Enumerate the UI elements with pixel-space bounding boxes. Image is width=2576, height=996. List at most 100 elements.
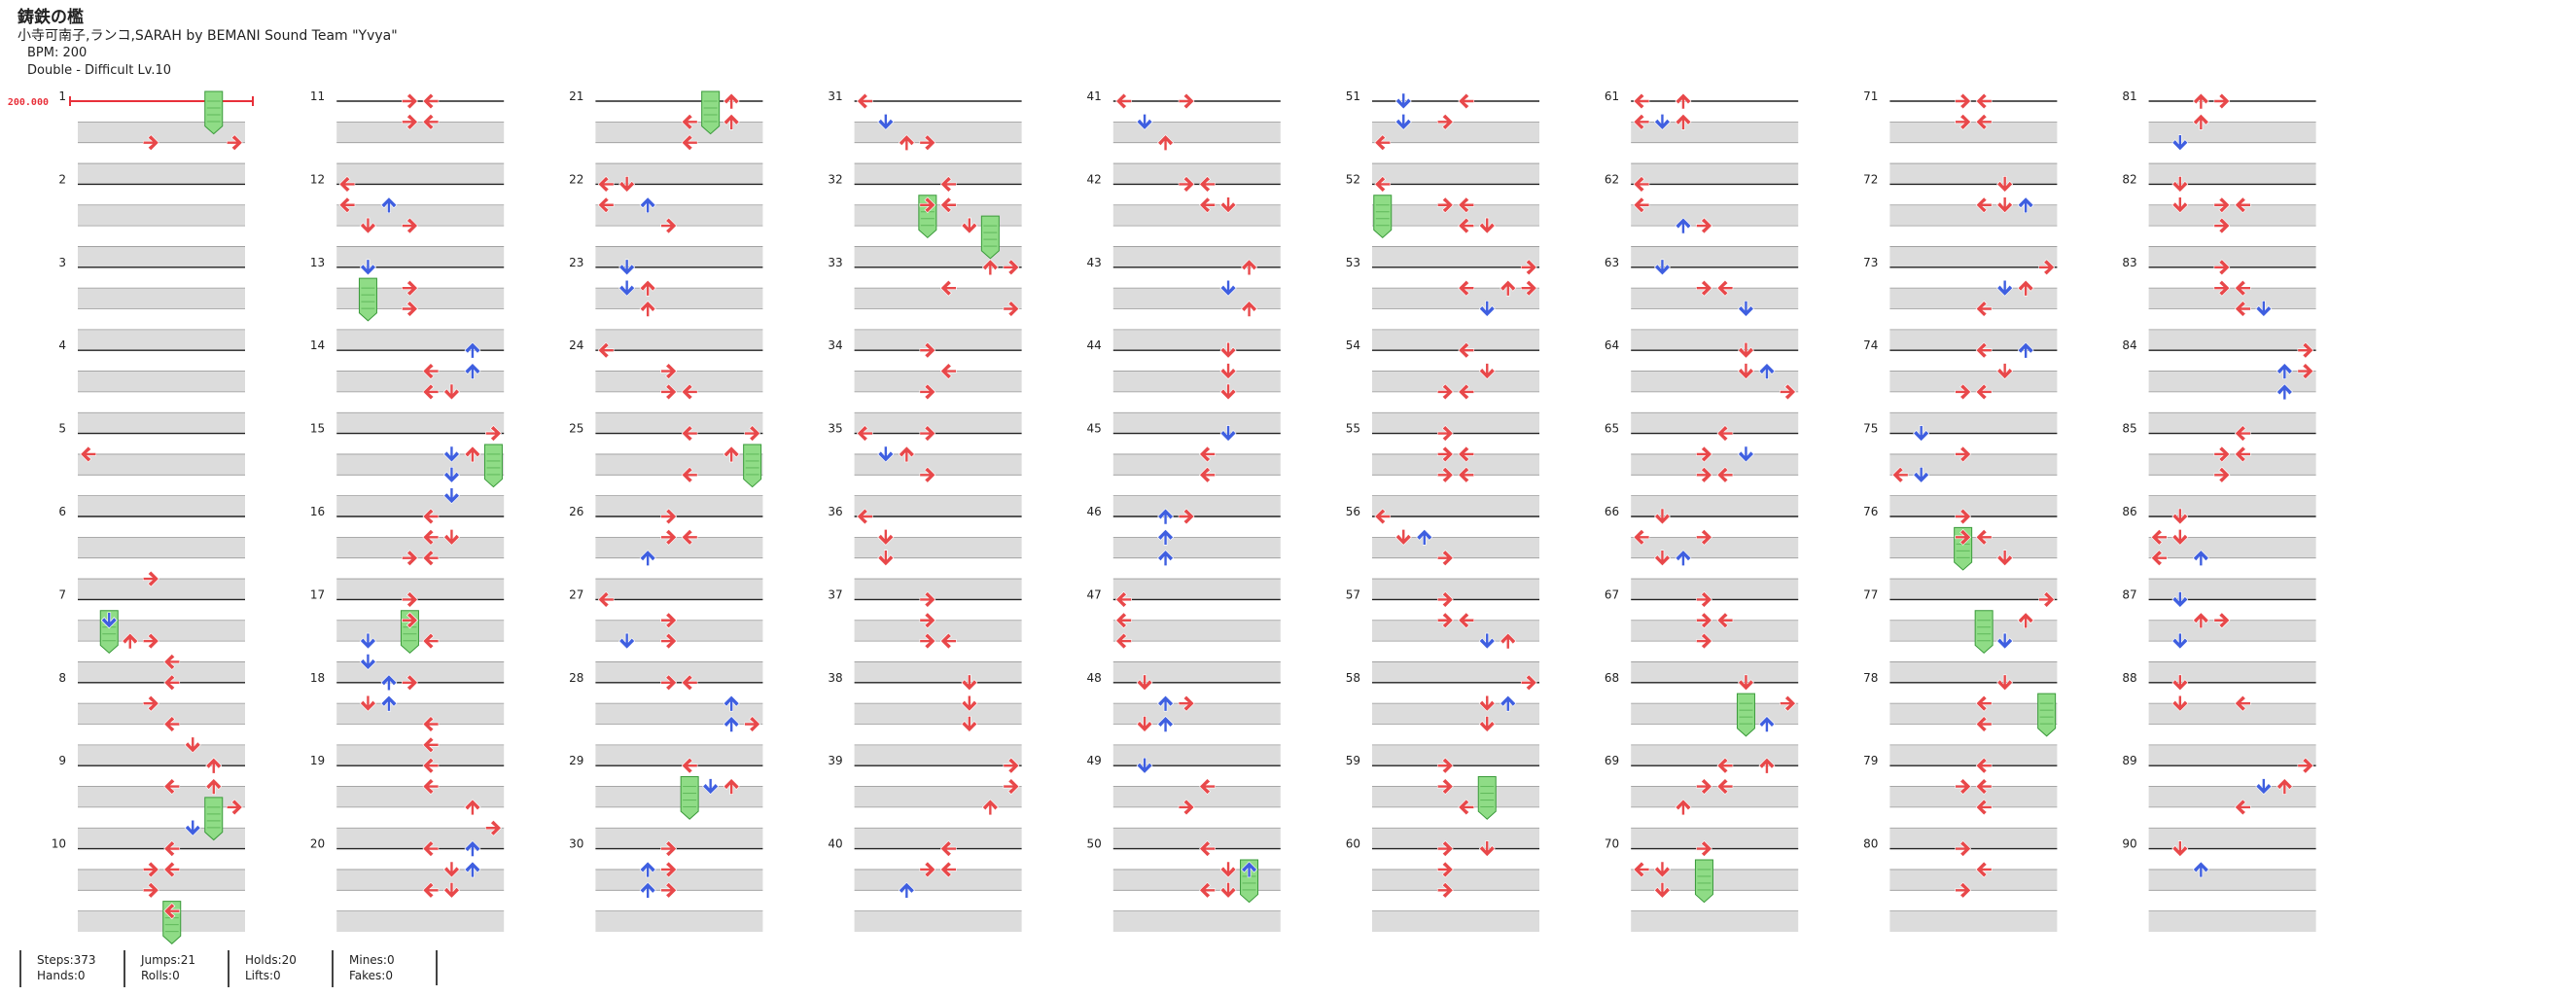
- left-arrow-icon: [1374, 175, 1392, 193]
- up-arrow-icon: [1241, 301, 1257, 317]
- down-arrow-icon: [877, 114, 895, 130]
- arrow-shape: [163, 778, 181, 795]
- right-arrow-icon: [1436, 383, 1454, 401]
- arrow-shape: [1716, 466, 1734, 483]
- arrow-shape: [981, 259, 999, 276]
- stat-rolls: Rolls:0: [141, 969, 180, 982]
- row-shade: [1112, 204, 1281, 227]
- measure-block: 42: [1087, 172, 1281, 267]
- arrow-shape: [1654, 550, 1671, 567]
- right-arrow-icon: [1696, 590, 1712, 608]
- row-shade: [854, 537, 1022, 558]
- measure-block: 74: [1863, 338, 2058, 434]
- row-shade: [1631, 828, 1799, 849]
- down-arrow-icon: [1478, 694, 1496, 712]
- row-shade: [1372, 661, 1539, 683]
- arrow-shape: [1955, 528, 1972, 546]
- row-shade: [1631, 703, 1799, 725]
- right-arrow-icon: [1436, 840, 1454, 858]
- right-arrow-icon: [919, 425, 936, 443]
- row-shade: [336, 329, 505, 351]
- row-shade: [854, 329, 1022, 351]
- arrow-shape: [1633, 92, 1650, 110]
- arrow-shape: [898, 445, 915, 463]
- arrow-shape: [1394, 114, 1412, 130]
- up-arrow-icon: [2192, 861, 2209, 878]
- arrow-shape: [1199, 175, 1216, 193]
- arrow-shape: [1219, 279, 1237, 297]
- arrow-shape: [2276, 778, 2293, 795]
- hold-body: [204, 797, 224, 841]
- measure-block: 70: [1605, 837, 1799, 932]
- down-arrow-icon: [1654, 508, 1671, 525]
- hold-body: [680, 776, 699, 820]
- arrow-shape: [2297, 341, 2314, 359]
- arrow-shape: [898, 134, 915, 151]
- arrow-shape: [1374, 508, 1392, 525]
- arrow-shape: [1758, 757, 1776, 774]
- arrow-shape: [877, 550, 895, 567]
- measure-block: 57: [1346, 587, 1539, 683]
- down-arrow-icon: [184, 819, 201, 836]
- right-arrow-icon: [402, 590, 418, 608]
- left-arrow-icon: [1891, 466, 1909, 483]
- left-arrow-icon: [422, 840, 440, 858]
- arrow-shape: [2171, 674, 2189, 692]
- arrow-shape: [1436, 840, 1454, 858]
- arrow-shape: [2017, 341, 2034, 359]
- measure-number: 75: [1863, 422, 1878, 436]
- arrow-shape: [402, 612, 418, 629]
- up-arrow-icon: [1758, 757, 1776, 774]
- left-arrow-icon: [939, 279, 957, 297]
- arrow-shape: [2213, 217, 2231, 234]
- right-arrow-icon: [1436, 445, 1454, 463]
- up-arrow-icon: [639, 301, 656, 317]
- bpm-marker-label: 200.000: [8, 97, 49, 108]
- measure-block: 13: [310, 256, 505, 351]
- left-arrow-icon: [1199, 778, 1216, 795]
- measure-number: 22: [569, 172, 583, 186]
- arrow-shape: [1458, 383, 1475, 401]
- arrow-shape: [226, 134, 243, 152]
- arrow-shape: [1891, 466, 1909, 483]
- left-arrow-icon: [1975, 861, 1993, 878]
- arrow-shape: [1199, 196, 1216, 214]
- row-shade: [595, 786, 763, 807]
- row-shade: [1112, 453, 1281, 476]
- up-arrow-icon: [205, 757, 223, 774]
- right-arrow-icon: [1436, 861, 1454, 878]
- row-shade: [595, 329, 763, 351]
- arrow-shape: [1738, 445, 1754, 463]
- right-arrow-icon: [919, 341, 936, 359]
- left-arrow-icon: [1199, 175, 1216, 193]
- measure-block: 46: [1087, 505, 1281, 600]
- row-shade: [1631, 453, 1799, 476]
- hold-head-icon: [1694, 859, 1713, 904]
- arrow-shape: [1675, 113, 1692, 130]
- row-shade: [1889, 910, 2058, 932]
- arrow-shape: [1241, 259, 1257, 276]
- measure-number: 78: [1863, 671, 1878, 685]
- arrow-shape: [1003, 301, 1020, 317]
- right-arrow-icon: [402, 301, 418, 317]
- left-arrow-icon: [681, 466, 698, 483]
- arrow-shape: [1520, 259, 1537, 276]
- left-arrow-icon: [2234, 799, 2251, 816]
- left-arrow-icon: [856, 92, 873, 110]
- row-shade: [336, 371, 505, 392]
- measure-block: 65: [1605, 422, 1799, 516]
- arrow-shape: [163, 674, 181, 692]
- arrow-shape: [443, 466, 460, 483]
- row-shade: [336, 910, 505, 932]
- hold-head-icon: [1373, 195, 1393, 239]
- measure-number: 7: [58, 587, 66, 601]
- right-arrow-icon: [660, 674, 678, 692]
- arrow-shape: [142, 861, 159, 878]
- arrow-shape: [1178, 694, 1195, 712]
- arrow-shape: [422, 508, 440, 525]
- measure-number: 60: [1346, 837, 1360, 851]
- row-shade: [1372, 537, 1539, 558]
- hold-body: [701, 90, 721, 135]
- measure-number: 68: [1605, 671, 1619, 685]
- arrow-shape: [338, 175, 356, 193]
